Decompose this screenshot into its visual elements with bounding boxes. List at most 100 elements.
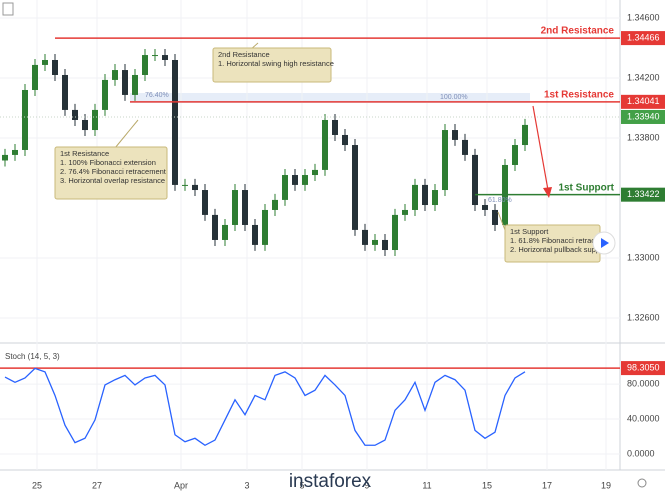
forecast-arrow: [532, 105, 549, 191]
fib-label: 76.40%: [145, 92, 169, 99]
candle-body: [432, 190, 438, 206]
level-name: 2nd Resistance: [541, 26, 615, 37]
candle-body: [522, 124, 528, 146]
annotation-line: 2. 76.4% Fibonacci retracement: [60, 167, 167, 176]
price-box-label: 98.3050: [627, 362, 660, 372]
candle-body: [342, 134, 348, 146]
candle-body: [92, 109, 98, 131]
connector: [114, 119, 139, 149]
candle-body: [392, 214, 398, 251]
level-name: 1st Support: [558, 182, 614, 193]
candle-body: [162, 55, 168, 60]
fib-label: 61.80%: [488, 197, 512, 204]
candle-body: [362, 229, 368, 245]
candle-body: [222, 224, 228, 240]
x-tick-label: 19: [601, 480, 611, 490]
level-name: 1st Resistance: [544, 89, 614, 100]
annotation-box: [54, 146, 168, 200]
annotation-line: 2. Horizontal pullback supp: [510, 245, 600, 254]
candle-body: [382, 239, 388, 251]
y-tick-label: 1.34600: [627, 12, 660, 22]
settings-icon[interactable]: [637, 478, 647, 488]
fib-label: 100.00%: [440, 94, 468, 101]
y-tick-label: 1.32600: [627, 312, 660, 322]
candle-body: [42, 59, 48, 65]
arrow-head: [543, 187, 552, 198]
candle-body: [482, 205, 488, 210]
candle-body: [52, 59, 58, 75]
annotation-box: [212, 47, 332, 83]
candle-body: [472, 154, 478, 206]
candle-body: [32, 64, 38, 90]
candle-body: [352, 145, 358, 230]
candle-body: [202, 190, 208, 215]
candle-body: [22, 89, 28, 150]
annotation-line: 1. 100% Fibonacci extension: [60, 158, 156, 167]
candle-body: [272, 199, 278, 210]
annotation-line: 1. Horizontal swing high resistance: [218, 59, 334, 68]
y-tick-label: 1.33800: [627, 132, 660, 142]
candle-body: [12, 149, 18, 155]
y-tick-label: 0.0000: [627, 448, 655, 458]
candle-body: [152, 55, 158, 57]
price-pane: 2nd Resistance 1.34466 1st Resistance 1.340…: [0, 26, 665, 257]
candle-body: [252, 224, 258, 245]
price-box: [621, 94, 665, 109]
price-box-label: 1.33422: [627, 189, 660, 199]
x-tick-label: 11: [422, 480, 431, 490]
candle-body: [212, 214, 218, 240]
candle-body: [302, 175, 308, 185]
candle-body: [292, 175, 298, 185]
candle-body: [142, 55, 148, 75]
x-tick-label: 3: [244, 480, 249, 490]
candle-body: [422, 184, 428, 206]
candle-body: [262, 209, 268, 245]
candle-body: [452, 130, 458, 140]
x-tick-label: 5: [299, 480, 304, 490]
candle-body: [182, 184, 188, 186]
candle-body: [412, 184, 418, 210]
price-box-label: 1.33940: [627, 111, 660, 121]
candle-body: [232, 190, 238, 225]
candle-body: [192, 184, 198, 191]
candle-body: [112, 70, 118, 80]
annotation-title: 1st Support: [510, 227, 549, 236]
price-box: [621, 109, 665, 124]
price-box: [621, 361, 665, 376]
candle-body: [512, 145, 518, 165]
x-tick-label: 15: [482, 480, 492, 490]
annotation-line: 3. Horizontal overlap resistance: [60, 176, 165, 185]
x-tick-label: 17: [542, 480, 552, 490]
candle-body: [172, 59, 178, 185]
annotation-title: 2nd Resistance: [218, 50, 270, 59]
candle-body: [462, 139, 468, 155]
y-tick-label: 80.0000: [627, 378, 660, 388]
candle-body: [132, 74, 138, 95]
annotation-line: 1. 61.8% Fibonacci retrace: [510, 236, 599, 245]
candle-body: [492, 209, 498, 225]
candle-body: [312, 169, 318, 176]
y-tick-label: 1.34200: [627, 72, 660, 82]
annotation-title: 1st Resistance: [60, 149, 109, 158]
x-tick-label: 27: [92, 480, 102, 490]
x-tick-label: 9: [364, 480, 369, 490]
candle-body: [322, 119, 328, 170]
candle-body: [402, 209, 408, 215]
play-icon: [601, 238, 609, 248]
price-box: [621, 31, 665, 46]
candle-body: [122, 70, 128, 95]
candle-body: [2, 154, 8, 161]
candle-body: [82, 119, 88, 131]
candle-body: [102, 79, 108, 110]
stoch-pane: 80.0000 40.0000 0.0000 98.3050: [0, 361, 665, 458]
menu-icon[interactable]: [2, 2, 14, 16]
y-tick-label: 1.33000: [627, 252, 660, 262]
fib-zone: [130, 93, 530, 103]
candle-body: [62, 74, 68, 110]
price-box-label: 1.34466: [627, 32, 660, 42]
candle-body: [282, 175, 288, 200]
price-box: [621, 187, 665, 202]
connector: [497, 211, 506, 231]
